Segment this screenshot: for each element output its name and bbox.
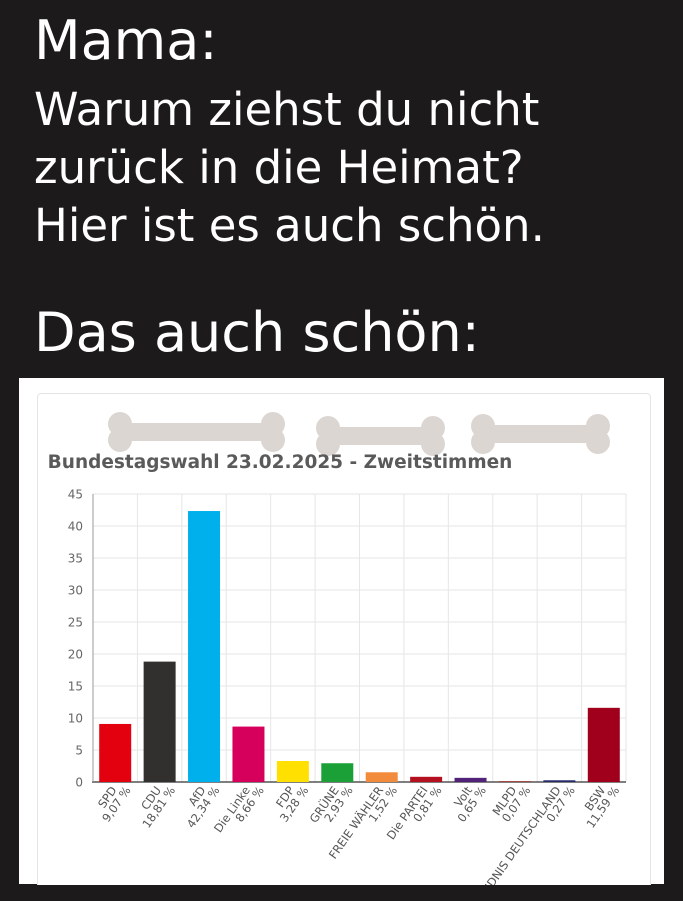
redaction-bone-shaft (120, 423, 273, 441)
redaction-bone-knob (261, 428, 285, 452)
redaction-bone (316, 416, 445, 456)
bar-die-partei (410, 776, 443, 782)
chart-screenshot: Bundestagswahl 23.02.2025 - Zweitstimmen… (19, 378, 664, 885)
redaction-bone (471, 414, 610, 454)
caption-line-2: zurück in die Heimat? (34, 141, 524, 194)
bar-bündnis-deutschland (543, 780, 576, 782)
bar-bsw (587, 707, 620, 782)
caption-title: Mama: (34, 9, 218, 72)
bar-freie-wähler (365, 772, 398, 782)
y-tick-label: 30 (68, 584, 83, 598)
y-tick-label: 0 (75, 776, 83, 790)
y-tick-label: 15 (68, 680, 83, 694)
caption-line-1: Warum ziehst du nicht (34, 83, 540, 136)
redaction-bone-knob (316, 432, 340, 456)
y-tick-label: 35 (68, 552, 83, 566)
redaction-bone-knob (586, 430, 610, 454)
y-tick-label: 45 (68, 488, 83, 502)
redaction-bone (108, 412, 285, 452)
y-tick-label: 10 (68, 712, 83, 726)
bars (99, 511, 620, 782)
redaction-bone-knob (471, 430, 495, 454)
bar-mlpd (498, 781, 531, 782)
chart-panel: Bundestagswahl 23.02.2025 - Zweitstimmen… (37, 393, 651, 885)
redaction-bone-knob (421, 432, 445, 456)
redaction-bones (108, 412, 610, 456)
caption-line-3: Hier ist es auch schön. (34, 199, 545, 252)
bar-grüne (321, 763, 354, 782)
redaction-bone-shaft (483, 425, 598, 443)
bar-die-linke (232, 726, 265, 782)
caption-line-4: Das auch schön: (34, 301, 480, 364)
y-tick-label: 20 (68, 648, 83, 662)
y-tick-label: 40 (68, 520, 83, 534)
y-tick-label: 25 (68, 616, 83, 630)
redaction-bone-knob (108, 428, 132, 452)
bar-cdu (143, 661, 176, 782)
bar-fdp (276, 761, 309, 782)
bar-volt (454, 777, 487, 782)
chart-title: Bundestagswahl 23.02.2025 - Zweitstimmen (48, 452, 513, 473)
bar-afd (188, 511, 221, 782)
redaction-bone-shaft (328, 427, 433, 445)
y-tick-label: 5 (75, 744, 83, 758)
bar-chart: Bundestagswahl 23.02.2025 - Zweitstimmen… (48, 412, 627, 885)
bar-spd (99, 723, 132, 782)
y-axis: 0 5 10 15 20 25 30 35 40 45 (68, 488, 626, 790)
